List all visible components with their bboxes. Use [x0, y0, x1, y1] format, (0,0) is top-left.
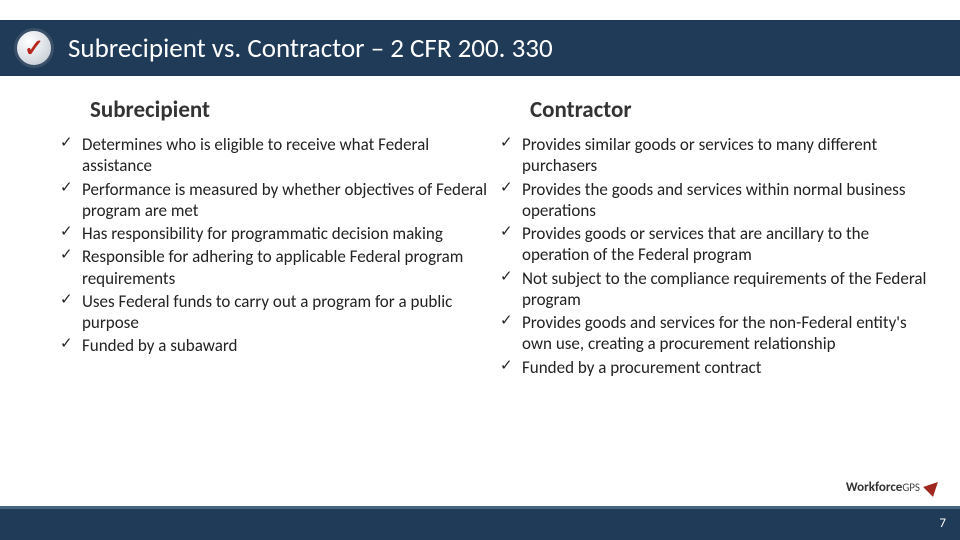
content-area: Subrecipient Determines who is eligible …: [60, 96, 930, 380]
header-band: ✓ Subrecipient vs. Contractor – 2 CFR 20…: [0, 20, 960, 76]
list-item: Has responsibility for programmatic deci…: [60, 223, 490, 244]
list-item: Provides goods or services that are anci…: [500, 223, 930, 266]
list-item: Funded by a subaward: [60, 335, 490, 356]
right-list: Provides similar goods or services to ma…: [500, 134, 930, 378]
left-heading: Subrecipient: [90, 96, 490, 124]
check-circle-icon: ✓: [14, 28, 54, 68]
list-item: Determines who is eligible to receive wh…: [60, 134, 490, 177]
list-item: Performance is measured by whether objec…: [60, 179, 490, 222]
left-list: Determines who is eligible to receive wh…: [60, 134, 490, 357]
page-number: 7: [939, 516, 946, 531]
list-item: Provides goods and services for the non-…: [500, 312, 930, 355]
list-item: Not subject to the compliance requiremen…: [500, 268, 930, 311]
footer-band: 7: [0, 506, 960, 540]
right-column: Contractor Provides similar goods or ser…: [500, 96, 930, 380]
list-item: Provides similar goods or services to ma…: [500, 134, 930, 177]
list-item: Responsible for adhering to applicable F…: [60, 246, 490, 289]
list-item: Provides the goods and services within n…: [500, 179, 930, 222]
list-item: Uses Federal funds to carry out a progra…: [60, 291, 490, 334]
list-item: Funded by a procurement contract: [500, 357, 930, 378]
right-heading: Contractor: [530, 96, 930, 124]
workforce-gps-logo: WorkforceGPS: [846, 480, 940, 494]
logo-text: WorkforceGPS: [846, 481, 920, 494]
arrow-icon: [923, 477, 943, 497]
slide-title: Subrecipient vs. Contractor – 2 CFR 200.…: [68, 32, 553, 65]
left-column: Subrecipient Determines who is eligible …: [60, 96, 490, 380]
